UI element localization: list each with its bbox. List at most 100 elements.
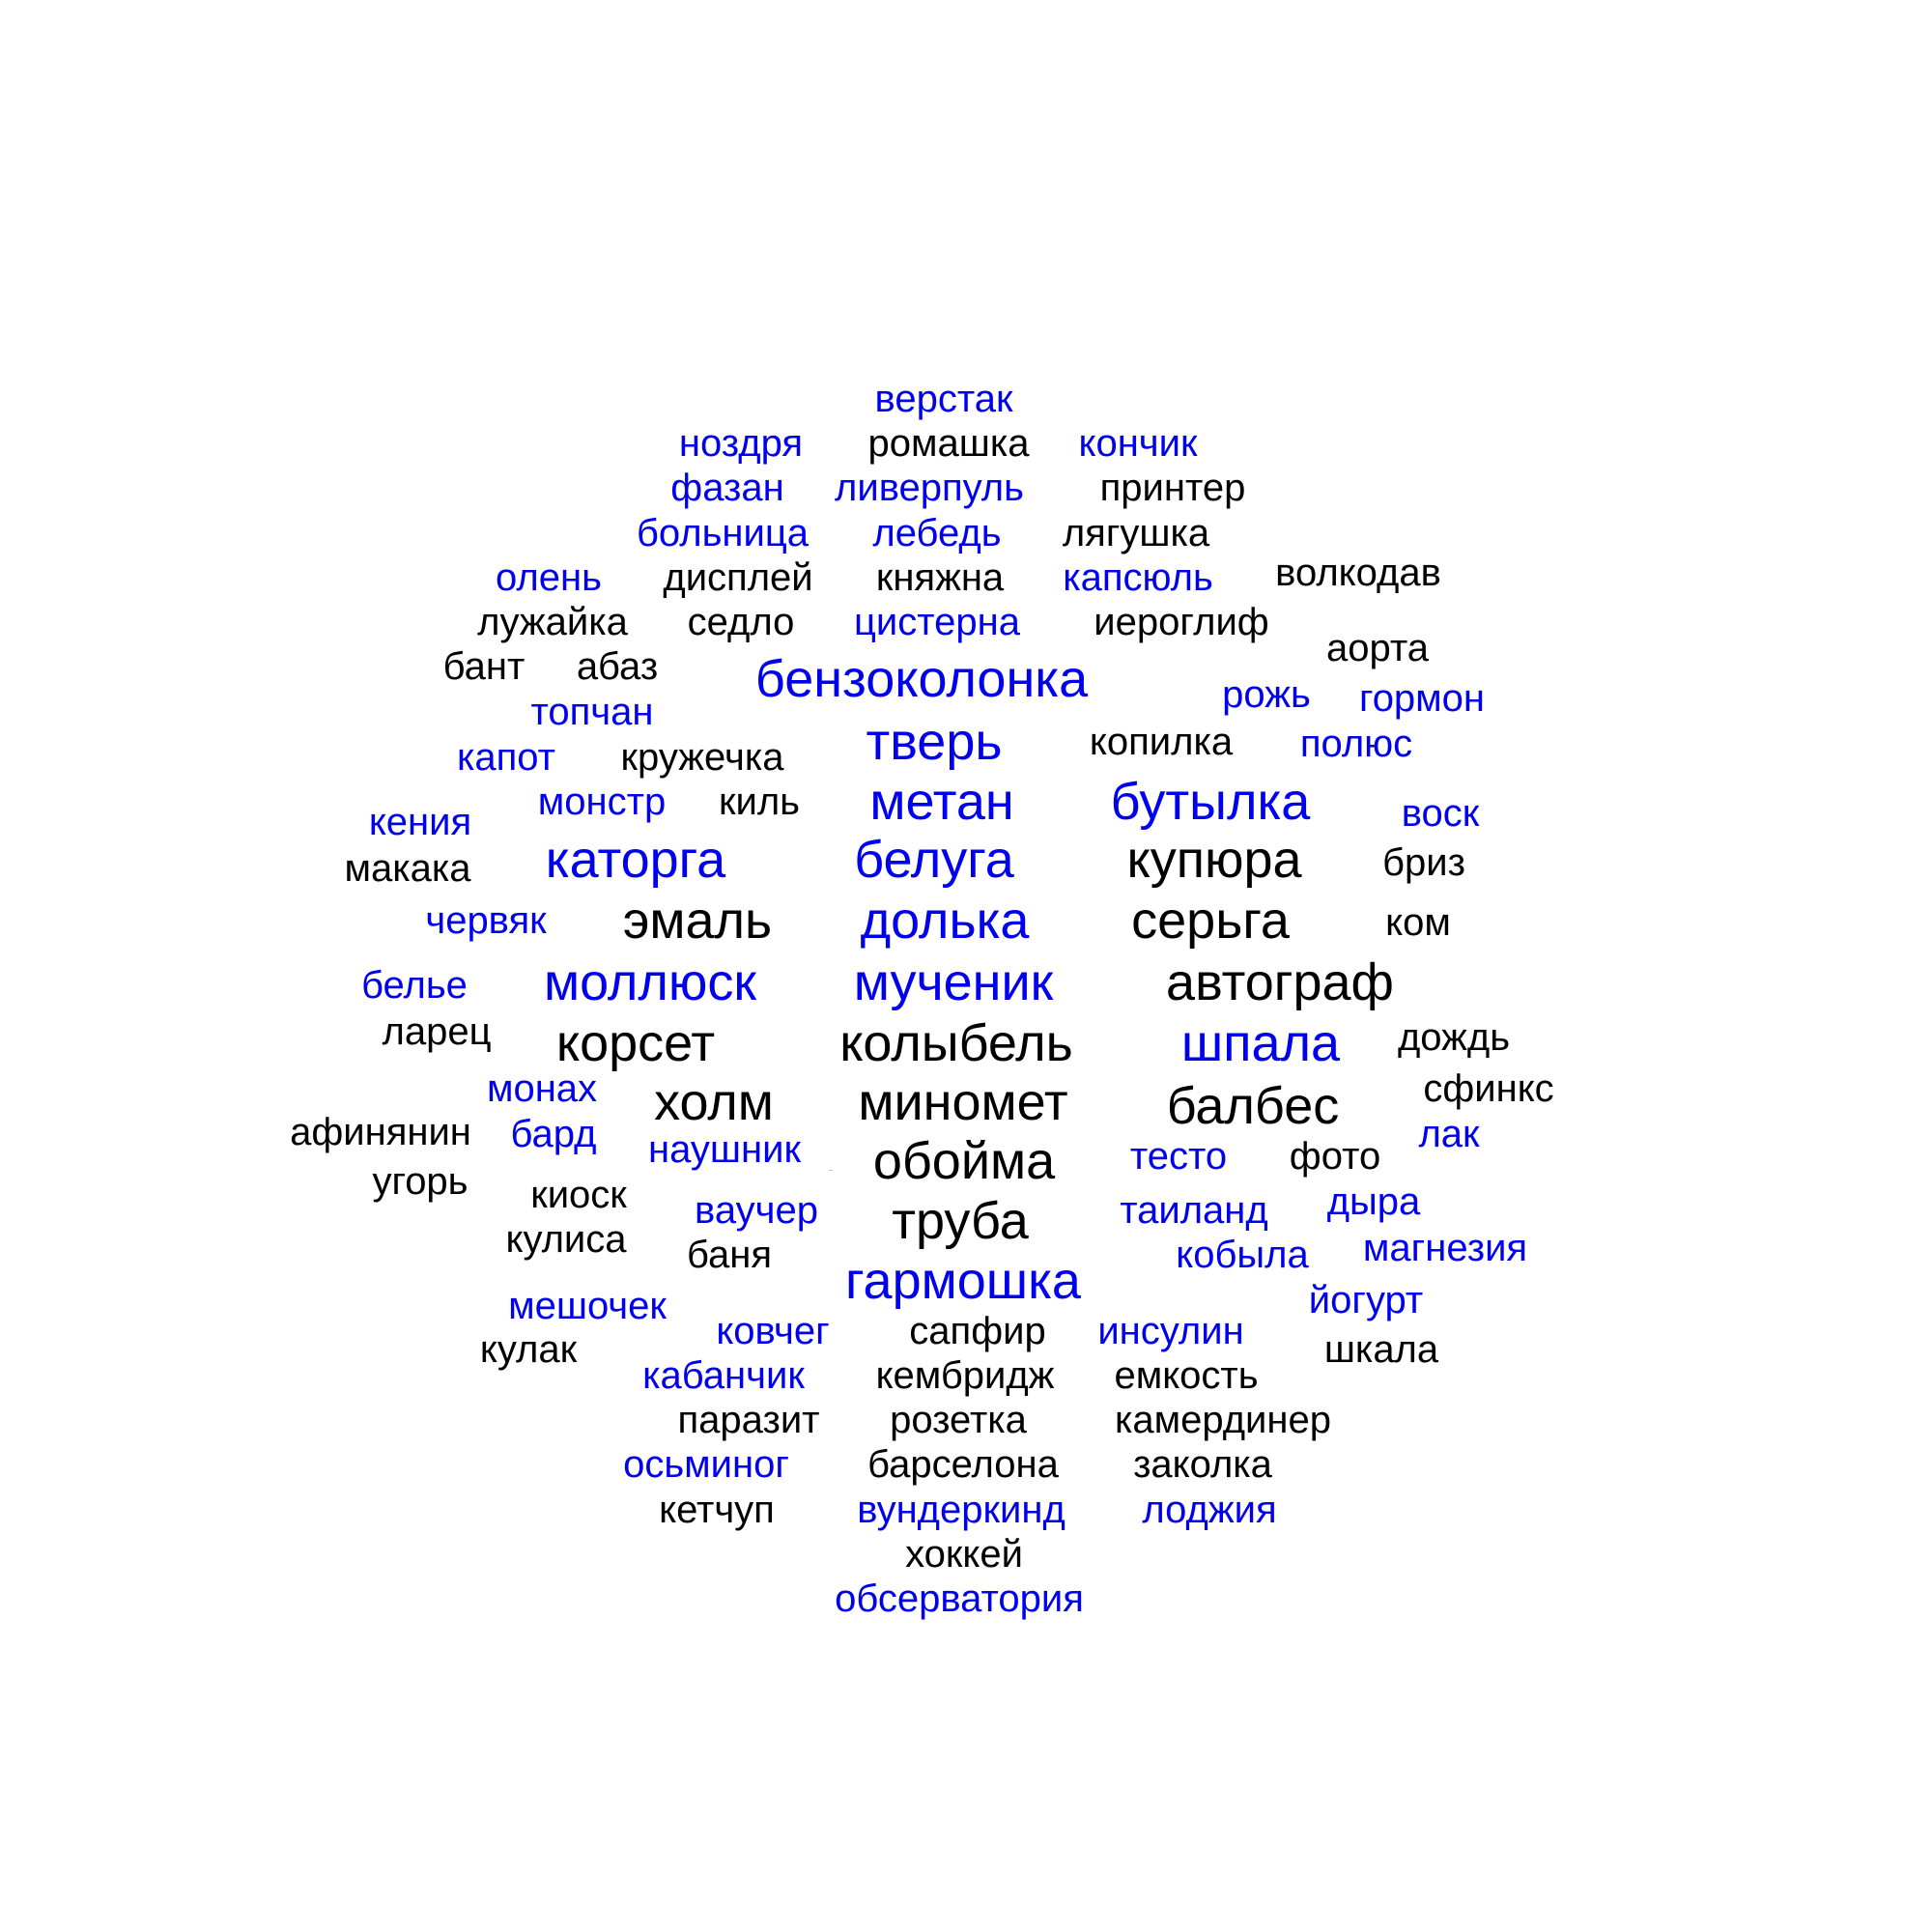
word-заколка: заколка (1133, 1443, 1272, 1486)
word-бант: бант (442, 645, 526, 688)
word-обойма: обойма (872, 1132, 1056, 1190)
word-капот: капот (457, 736, 555, 779)
word-моллюск: моллюск (543, 953, 757, 1011)
word-труба: труба (892, 1192, 1029, 1250)
word-полюс: полюс (1299, 723, 1413, 765)
word-ливерпуль: ливерпуль (835, 467, 1024, 509)
word-кембридж: кембридж (875, 1354, 1055, 1397)
word-мешочек: мешочек (508, 1285, 667, 1327)
word-баня: баня (687, 1234, 772, 1276)
word-бард: бард (510, 1113, 597, 1155)
word-фото: фото (1289, 1135, 1381, 1178)
word-лебедь: лебедь (872, 512, 1002, 554)
word-верстак: верстак (874, 378, 1013, 420)
word-ларец: ларец (382, 1010, 492, 1053)
word-бутылка: бутылка (1110, 773, 1311, 831)
word-угорь: угорь (372, 1160, 469, 1203)
word-лужайка: лужайка (477, 601, 628, 643)
word-абаз: абаз (576, 645, 659, 688)
word-тесто: тесто (1129, 1135, 1228, 1178)
word-серьга: серьга (1131, 892, 1290, 950)
word-иероглиф: иероглиф (1094, 601, 1269, 643)
word-дисплей: дисплей (663, 556, 813, 599)
word-ромашка: ромашка (867, 422, 1030, 465)
word-сапфир: сапфир (909, 1310, 1046, 1352)
word-воск: воск (1401, 792, 1480, 835)
word-кетчуп: кетчуп (659, 1489, 775, 1531)
word-хоккей: хоккей (905, 1533, 1023, 1576)
word-седло: седло (687, 601, 795, 643)
word-обсерватория: обсерватория (835, 1577, 1084, 1620)
word-емкость: емкость (1114, 1354, 1259, 1397)
word-наушник: наушник (648, 1128, 801, 1171)
word-белье: белье (361, 964, 468, 1007)
word-монах: монах (486, 1067, 598, 1110)
word-кулиса: кулиса (505, 1218, 627, 1261)
word-тверь: тверь (866, 713, 1003, 771)
word-кобыла: кобыла (1176, 1234, 1309, 1276)
word-tiny-mark: — (829, 1167, 833, 1172)
word-кения: кения (368, 801, 472, 843)
word-дыра: дыра (1326, 1180, 1421, 1223)
word-кружечка: кружечка (620, 736, 784, 779)
word-бриз: бриз (1382, 841, 1465, 884)
word-бензоколонка: бензоколонка (754, 650, 1089, 708)
word-больница: больница (636, 512, 810, 554)
word-лак: лак (1418, 1113, 1480, 1155)
word-йогурт: йогурт (1308, 1279, 1424, 1321)
word-метан: метан (869, 773, 1014, 831)
word-монстр: монстр (537, 781, 667, 823)
word-лягушка: лягушка (1062, 512, 1210, 554)
word-сфинкс: сфинкс (1423, 1067, 1554, 1110)
word-осьминог: осьминог (623, 1443, 789, 1486)
word-принтер: принтер (1099, 467, 1246, 509)
word-шкала: шкала (1323, 1328, 1439, 1371)
word-княжна: княжна (875, 556, 1005, 599)
word-корсет: корсет (555, 1014, 716, 1072)
word-кабанчик: кабанчик (642, 1354, 805, 1397)
word-таиланд: таиланд (1120, 1189, 1268, 1232)
word-миномет: миномет (858, 1073, 1068, 1131)
word-балбес: балбес (1166, 1077, 1340, 1135)
word-ком: ком (1385, 901, 1451, 944)
word-колыбель: колыбель (839, 1014, 1073, 1072)
word-афинянин: афинянин (290, 1111, 471, 1153)
word-цистерна: цистерна (854, 601, 1020, 643)
word-барселона: барселона (867, 1443, 1059, 1486)
word-рожь: рожь (1222, 673, 1311, 716)
word-капсюль: капсюль (1063, 556, 1213, 599)
word-олень: олень (496, 556, 602, 599)
word-купюра: купюра (1126, 831, 1302, 889)
word-дождь: дождь (1397, 1016, 1511, 1059)
word-фазан: фазан (670, 467, 784, 509)
word-мученик: мученик (853, 953, 1054, 1011)
word-автограф: автограф (1166, 953, 1394, 1011)
word-ноздря: ноздря (678, 422, 804, 465)
word-киоск: киоск (530, 1174, 627, 1216)
word-кулак: кулак (479, 1328, 578, 1371)
word-волкодав: волкодав (1275, 552, 1441, 594)
word-макака: макака (344, 847, 471, 890)
word-долька: долька (860, 892, 1030, 950)
word-камердинер: камердинер (1115, 1399, 1331, 1441)
word-инсулин: инсулин (1097, 1310, 1244, 1352)
word-холм: холм (654, 1073, 774, 1131)
word-лоджия: лоджия (1142, 1489, 1277, 1531)
word-червяк: червяк (425, 899, 547, 942)
word-розетка: розетка (890, 1399, 1027, 1441)
word-белуга: белуга (854, 831, 1014, 889)
word-гармошка: гармошка (845, 1252, 1081, 1310)
word-каторга: каторга (545, 831, 726, 889)
word-ваучер: ваучер (695, 1189, 818, 1232)
word-гормон: гормон (1358, 677, 1486, 720)
word-киль: киль (718, 781, 801, 823)
word-паразит: паразит (677, 1399, 820, 1441)
word-эмаль: эмаль (622, 892, 773, 950)
word-топчан: топчан (530, 691, 654, 733)
word-магнезия: магнезия (1362, 1227, 1528, 1269)
word-кончик: кончик (1078, 422, 1198, 465)
word-вундеркинд: вундеркинд (857, 1489, 1065, 1531)
word-копилка: копилка (1089, 721, 1234, 763)
word-аорта: аорта (1326, 627, 1429, 669)
